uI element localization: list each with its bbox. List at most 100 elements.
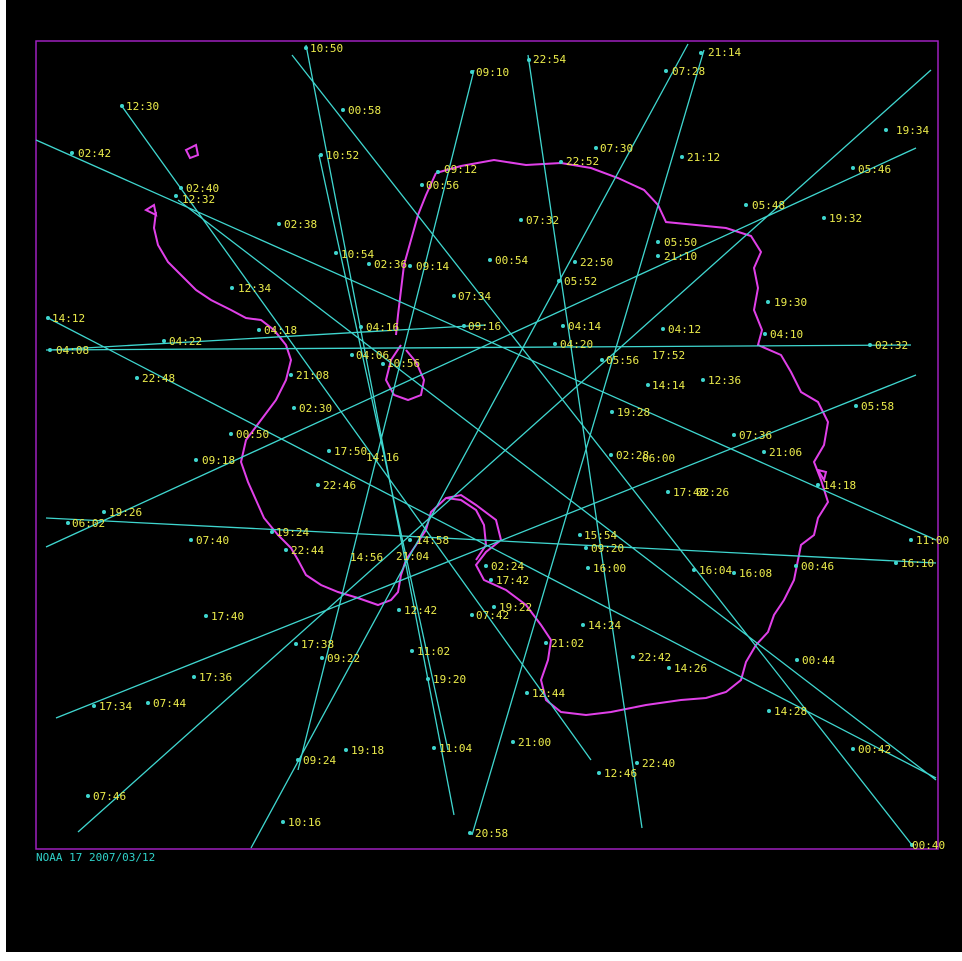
track-point (289, 373, 293, 377)
track-point (344, 748, 348, 752)
time-label: 11:02 (417, 645, 450, 658)
time-labels: 10:50 22:54 21:14 09:10 07:28 12:30 00:5… (52, 42, 949, 852)
time-label: 17:34 (99, 700, 132, 713)
track-point (120, 104, 124, 108)
time-label: 22:46 (323, 479, 356, 492)
track-0728 (250, 43, 689, 849)
time-label: 10:50 (310, 42, 343, 55)
track-point (525, 691, 529, 695)
track-point (544, 641, 548, 645)
time-label: 22:44 (291, 544, 324, 557)
track-point (594, 146, 598, 150)
track-point (146, 701, 150, 705)
track-point (854, 404, 858, 408)
track-point (667, 666, 671, 670)
track-point (189, 538, 193, 542)
track-point (426, 677, 430, 681)
time-label: 09:14 (416, 260, 449, 273)
track-point (909, 538, 913, 542)
track-point (557, 279, 561, 283)
time-label: 00:54 (495, 254, 528, 267)
track-point (519, 218, 523, 222)
time-label: 05:50 (664, 236, 697, 249)
time-label: 07:40 (196, 534, 229, 547)
island-3 (815, 468, 828, 483)
time-label: 19:30 (774, 296, 807, 309)
track-point (281, 820, 285, 824)
time-label: 21:00 (518, 736, 551, 749)
track-point (635, 761, 639, 765)
track-point (420, 183, 424, 187)
time-label: 14:28 (774, 705, 807, 718)
track-point (359, 325, 363, 329)
time-label: 19:28 (617, 406, 650, 419)
time-label: 04:14 (568, 320, 601, 333)
track-point (680, 155, 684, 159)
time-label: 00:42 (858, 743, 891, 756)
time-label: 04:20 (560, 338, 593, 351)
time-label: 09:16 (468, 320, 501, 333)
track-point (767, 709, 771, 713)
time-label: 07:28 (672, 65, 705, 78)
time-label: 02:24 (491, 560, 524, 573)
track-point (559, 160, 563, 164)
track-point (573, 260, 577, 264)
track-point (432, 746, 436, 750)
time-label: 02:40 (186, 182, 219, 195)
time-label: 19:34 (896, 124, 929, 137)
track-point (610, 410, 614, 414)
time-label: 00:56 (426, 179, 459, 192)
time-label: 10:54 (341, 248, 374, 261)
track-point (70, 151, 74, 155)
time-label: 00:58 (348, 104, 381, 117)
time-label: 00:40 (912, 839, 945, 852)
track-point (304, 46, 308, 50)
track-point (48, 348, 52, 352)
time-label: 04:06 (356, 349, 389, 362)
track-point (452, 294, 456, 298)
track-2114 (471, 49, 705, 836)
track-point (656, 254, 660, 258)
track-point (656, 240, 660, 244)
time-label: 22:40 (642, 757, 675, 770)
time-label: 09:18 (202, 454, 235, 467)
antarctica-coastline (152, 158, 830, 717)
time-label: 14:16 (366, 451, 399, 464)
track-point (294, 642, 298, 646)
time-label: 22:48 (142, 372, 175, 385)
track-0536b (55, 374, 917, 719)
time-label: 14:58 (416, 534, 449, 547)
time-label: 21:04 (396, 550, 429, 563)
track-point (701, 378, 705, 382)
track-point (292, 406, 296, 410)
track-point (270, 530, 274, 534)
time-label: 04:12 (668, 323, 701, 336)
track-point (600, 358, 604, 362)
time-label: 12:46 (604, 767, 637, 780)
time-label: 17:42 (496, 574, 529, 587)
time-label: 04:18 (264, 324, 297, 337)
track-point (468, 831, 472, 835)
track-point (763, 332, 767, 336)
peninsula-coast-2 (384, 344, 426, 402)
track-point (581, 623, 585, 627)
track-point (367, 262, 371, 266)
track-point (553, 342, 557, 346)
track-point (511, 740, 515, 744)
track-point (561, 324, 565, 328)
track-0422 (49, 324, 487, 351)
time-label: 15:54 (584, 529, 617, 542)
time-label: 00:44 (802, 654, 835, 667)
time-label: 07:42 (476, 609, 509, 622)
time-label: 04:22 (169, 335, 202, 348)
track-point (794, 564, 798, 568)
time-label: 00:46 (801, 560, 834, 573)
track-point (194, 458, 198, 462)
track-point (408, 538, 412, 542)
track-point (410, 649, 414, 653)
track-0412 (45, 344, 912, 351)
time-label: 05:46 (858, 163, 891, 176)
time-label: 02:36 (374, 258, 407, 271)
time-label: 07:34 (458, 290, 491, 303)
track-2254 (527, 54, 643, 829)
